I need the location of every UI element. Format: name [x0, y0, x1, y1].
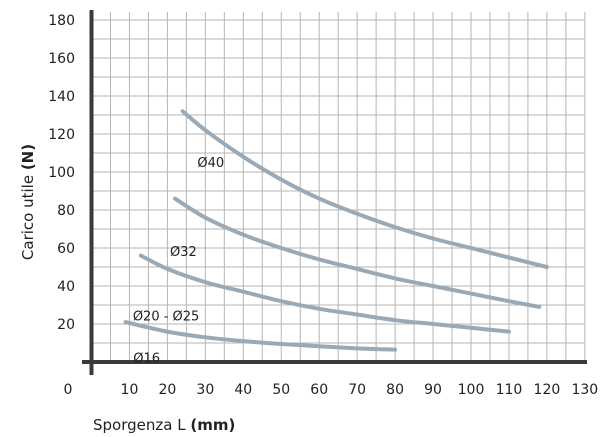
x-tick-label: 50 — [272, 382, 290, 398]
x-tick-label: 20 — [158, 382, 176, 398]
y-tick-label: 60 — [57, 241, 75, 257]
series-line-1 — [172, 196, 542, 309]
x-tick-label: 60 — [310, 382, 328, 398]
series-lines — [123, 109, 549, 352]
x-tick-label: 120 — [534, 382, 561, 398]
y-tick-label: 180 — [48, 13, 75, 29]
series-labels: Ø40 Ø32 Ø20 - Ø25 Ø16 — [133, 156, 224, 367]
y-axis-title: Carico utile (N) — [19, 144, 37, 260]
y-tick-label: 140 — [48, 89, 75, 105]
x-tick-label: 70 — [348, 382, 366, 398]
series-line-0 — [180, 109, 549, 269]
series-label-3: Ø16 — [133, 352, 160, 367]
x-tick-label: 100 — [458, 382, 485, 398]
x-axis-title: Sporgenza L (mm) — [93, 416, 235, 434]
series-label-0: Ø40 — [197, 156, 224, 171]
x-tick-label: 90 — [424, 382, 442, 398]
x-tick-label: 30 — [196, 382, 214, 398]
x-tick-label: 10 — [121, 382, 139, 398]
x-tick-label: 80 — [386, 382, 404, 398]
y-tick-label: 40 — [57, 279, 75, 295]
y-tick-label: 20 — [57, 317, 75, 333]
x-tick-label: 40 — [234, 382, 252, 398]
series-label-2: Ø20 - Ø25 — [133, 310, 200, 325]
y-tick-label: 80 — [57, 203, 75, 219]
y-tick-label: 100 — [48, 165, 75, 181]
tick-labels: 0 10 20 30 40 50 60 70 80 90 100 110 120 130 20 40 60 80 1… — [48, 13, 598, 398]
y-tick-label: 120 — [48, 127, 75, 143]
x-tick-label: 110 — [496, 382, 523, 398]
series-line-3 — [123, 320, 398, 352]
x-tick-label: 130 — [571, 382, 598, 398]
x-tick-label: 0 — [64, 382, 73, 398]
axes — [82, 10, 587, 375]
y-tick-label: 160 — [48, 51, 75, 67]
series-label-1: Ø32 — [170, 245, 197, 260]
series-line-2 — [138, 253, 511, 334]
